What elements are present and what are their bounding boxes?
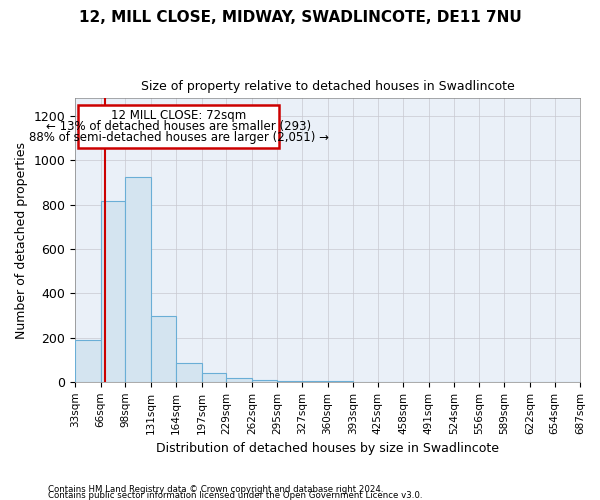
Title: Size of property relative to detached houses in Swadlincote: Size of property relative to detached ho… <box>141 80 514 93</box>
Text: Contains HM Land Registry data © Crown copyright and database right 2024.: Contains HM Land Registry data © Crown c… <box>48 484 383 494</box>
Bar <box>78 105 279 148</box>
Text: 88% of semi-detached houses are larger (2,051) →: 88% of semi-detached houses are larger (… <box>29 131 329 144</box>
Bar <box>202 374 226 382</box>
Bar <box>302 381 328 382</box>
Text: 12 MILL CLOSE: 72sqm: 12 MILL CLOSE: 72sqm <box>111 110 246 122</box>
Y-axis label: Number of detached properties: Number of detached properties <box>15 142 28 338</box>
Bar <box>252 380 277 382</box>
Bar <box>176 363 202 382</box>
Text: Contains public sector information licensed under the Open Government Licence v3: Contains public sector information licen… <box>48 490 422 500</box>
Bar <box>125 177 151 382</box>
Text: ← 13% of detached houses are smaller (293): ← 13% of detached houses are smaller (29… <box>46 120 311 133</box>
Bar <box>277 380 302 382</box>
X-axis label: Distribution of detached houses by size in Swadlincote: Distribution of detached houses by size … <box>156 442 499 455</box>
Text: 12, MILL CLOSE, MIDWAY, SWADLINCOTE, DE11 7NU: 12, MILL CLOSE, MIDWAY, SWADLINCOTE, DE1… <box>79 10 521 25</box>
Bar <box>101 202 125 382</box>
Bar <box>75 340 101 382</box>
Bar <box>226 378 252 382</box>
Bar <box>151 316 176 382</box>
